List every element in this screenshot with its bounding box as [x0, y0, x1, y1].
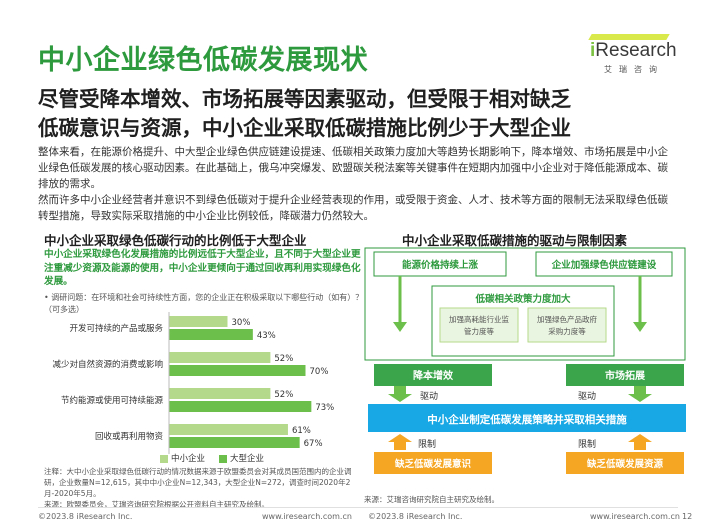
- bar: [169, 316, 228, 327]
- resources-box: [566, 452, 684, 474]
- market-label: 市场拓展: [605, 369, 645, 382]
- legend-swatch-sme: [160, 454, 168, 463]
- category-label: 开发可持续的产品或服务: [69, 323, 163, 334]
- left-note: 注释：大中小企业采取绿色低碳行动的情况数据来源于欧盟委员会对其成员国范围内的企业…: [44, 467, 352, 509]
- bar: [169, 424, 288, 435]
- body-paragraph-2: 然而许多中小企业经营者并意识不到绿色低碳对于提升企业经营表现的作用，或受限于资金…: [38, 194, 668, 222]
- page-title: 中小企业绿色低碳发展现状: [38, 45, 368, 76]
- headline-line-1: 尽管受降本增效、市场拓展等因素驱动，但受限于相对缺乏: [38, 87, 571, 111]
- bar: [169, 329, 253, 340]
- limit-label-left: 限制: [418, 438, 436, 450]
- left-section-desc: 中小企业采取绿色化发展措施的比例远低于大型企业，且不同于大型企业更注重减少资源及…: [44, 249, 361, 287]
- data-label: 43%: [257, 331, 276, 341]
- legend-label-sme: 中小企业: [171, 454, 206, 464]
- policy-sub-a-label-2: 管力度等: [464, 326, 494, 336]
- footer-right-copy: ©2023.8 iResearch Inc.: [368, 512, 463, 521]
- cost-label: 降本增效: [413, 369, 454, 382]
- logo-research: Research: [595, 40, 677, 61]
- body-paragraph-1: 整体来看，在能源价格提升、中大型企业绿色供应链建设提速、低碳相关政策力度加大等趋…: [38, 146, 668, 190]
- body-text: 整体来看，在能源价格提升、中大型企业绿色供应链建设提速、低碳相关政策力度加大等趋…: [38, 144, 678, 224]
- legend-item-sme: 中小企业: [160, 452, 205, 464]
- policy-arrow-left: [396, 346, 434, 350]
- drive-label-right: 驱动: [578, 391, 596, 402]
- arrow-market-down: [628, 386, 652, 402]
- arrow-supply-head: [633, 322, 647, 332]
- data-label: 61%: [292, 426, 311, 436]
- legend-label-large: 大型企业: [230, 454, 265, 464]
- footer-left-url: www.iresearch.com.cn: [262, 512, 352, 521]
- market-box: [566, 364, 684, 386]
- legend-swatch-large: [219, 454, 228, 463]
- bar: [169, 352, 271, 363]
- policy-sub-a: [439, 307, 519, 343]
- data-label: 52%: [274, 390, 293, 400]
- logo-bar: [588, 34, 670, 40]
- bar: [169, 365, 306, 376]
- drive-label-left: 驱动: [420, 391, 438, 402]
- center-box: [368, 404, 686, 432]
- logo-i: i: [590, 40, 596, 61]
- data-label: 70%: [310, 367, 329, 377]
- energy-label: 能源价格持续上涨: [402, 259, 479, 271]
- category-label: 减少对自然资源的消费或影响: [52, 359, 163, 370]
- data-label: 67%: [304, 439, 323, 449]
- center-label: 中小企业制定低碳发展策略并采取相关措施: [427, 413, 627, 426]
- logo-brand: iResearch: [590, 40, 677, 62]
- footer-divider: [38, 507, 678, 508]
- awareness-label: 缺乏低碳发展意识: [394, 458, 472, 470]
- bar: [169, 388, 271, 399]
- survey-question: • 调研问题：在环境和社会可持续性方面，您的企业正在积极采取以下哪些行动（如有）…: [44, 293, 364, 314]
- bar: [169, 401, 312, 412]
- page-number: 12: [682, 512, 693, 521]
- footer-right-url: www.iresearch.com.cn: [590, 512, 680, 521]
- driver-limit-diagram: 能源价格持续上涨 企业加强绿色供应链建设 低碳相关政策力度加大 加强高耗能行业监…: [364, 247, 686, 474]
- headline-line-2: 低碳意识与资源，中小企业采取低碳措施比例少于大型企业: [38, 116, 571, 140]
- awareness-box: [374, 452, 492, 474]
- energy-box: [373, 251, 507, 277]
- limit-label-right: 限制: [578, 438, 596, 450]
- legend-item-large: 大型企业: [219, 452, 264, 464]
- policy-sub-b-label-1: 加强绿色产品政府: [537, 314, 597, 324]
- top-frame: [364, 247, 686, 361]
- category-label: 节约能源或使用可持续能源: [61, 395, 164, 406]
- arrow-cost-down: [388, 386, 412, 402]
- policy-label: 低碳相关政策力度加大: [474, 293, 571, 305]
- arrow-awareness-up: [388, 434, 412, 450]
- policy-sub-b-label-2: 采购力度等: [548, 326, 586, 336]
- category-label: 回收或再利用物资: [95, 431, 164, 442]
- arrow-energy-head: [393, 322, 407, 332]
- policy-sub-a-label-1: 加强高耗能行业监: [449, 314, 509, 324]
- supply-box: [535, 251, 673, 277]
- data-label: 30%: [232, 318, 251, 328]
- logo-sub: 艾瑞咨询: [604, 65, 664, 74]
- data-label: 52%: [274, 354, 293, 364]
- iresearch-logo: iResearch 艾瑞咨询: [588, 34, 677, 74]
- cost-box: [374, 364, 492, 386]
- data-label: 73%: [315, 403, 334, 413]
- bar-chart: 开发可持续的产品或服务 30% 43% 减少对自然资源的消费或影响 52% 70% 节约能源…: [52, 312, 334, 454]
- arrow-resources-up: [628, 434, 652, 450]
- footer-left-copy: ©2023.8 iResearch Inc.: [38, 512, 133, 521]
- resources-label: 缺乏低碳发展资源: [586, 458, 664, 470]
- right-source: 来源：艾瑞咨询研究院自主研究及绘制。: [364, 495, 499, 504]
- chart-legend: 中小企业 大型企业: [160, 452, 264, 464]
- right-section-title: 中小企业采取低碳措施的驱动与限制因素: [402, 233, 628, 248]
- headline: 尽管受降本增效、市场拓展等因素驱动，但受限于相对缺乏 低碳意识与资源，中小企业采…: [38, 85, 678, 143]
- left-section-title: 中小企业采取绿色低碳行动的比例低于大型企业: [44, 233, 307, 248]
- supply-label: 企业加强绿色供应链建设: [551, 259, 657, 271]
- policy-sub-b: [527, 307, 607, 343]
- bar: [169, 437, 300, 448]
